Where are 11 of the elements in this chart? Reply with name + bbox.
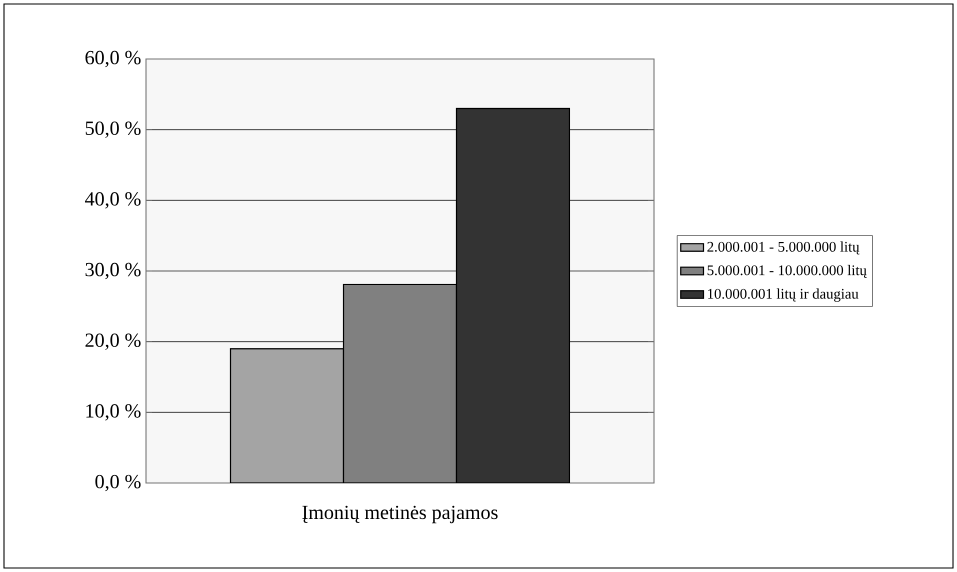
y-tick-label: 60,0 %: [85, 50, 141, 68]
y-tick-label: 0,0 %: [95, 474, 141, 492]
legend-label: 10.000.001 litų ir daugiau: [708, 288, 858, 302]
y-tick-label: 50,0 %: [86, 121, 141, 138]
y-tick-label: 20,0 %: [86, 333, 141, 350]
y-tick-label: 10,0 %: [86, 404, 141, 421]
legend-label: 5.000.001 - 10.000.000 litų: [708, 264, 867, 278]
y-tick-label: 30,0 %: [86, 262, 141, 280]
legend-label: 2.000.001 - 5.000.000 litų: [707, 241, 860, 254]
y-tick-label: 40,0 %: [85, 192, 141, 209]
x-tick-label: Įmonių metinės pajamos: [302, 506, 498, 524]
